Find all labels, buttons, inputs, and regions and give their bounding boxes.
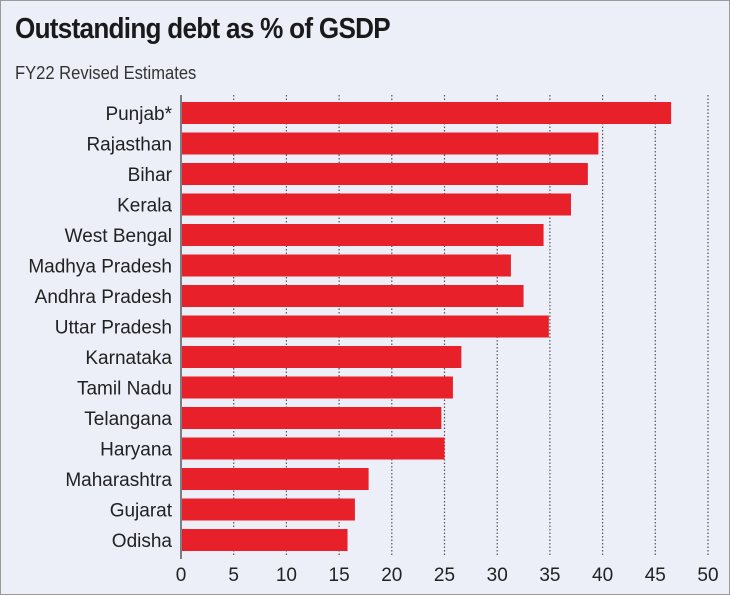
category-label: Odisha <box>112 531 173 552</box>
category-label: Rajasthan <box>86 135 172 156</box>
category-label: Bihar <box>128 165 173 186</box>
bar <box>182 346 462 368</box>
category-label: Tamil Nadu <box>77 379 172 400</box>
category-label: Gujarat <box>110 501 173 522</box>
category-label: Telangana <box>84 409 172 430</box>
bar <box>182 407 442 429</box>
chart-title: Outstanding debt as % of GSDP <box>15 13 391 45</box>
chart-subtitle: FY22 Revised Estimates <box>15 63 197 83</box>
category-label: Maharashtra <box>65 470 172 491</box>
category-label: Andhra Pradesh <box>35 287 172 308</box>
x-tick-label: 35 <box>539 565 560 586</box>
bar <box>182 254 511 277</box>
x-tick-label: 50 <box>697 565 718 586</box>
bar <box>182 285 524 307</box>
bar <box>182 529 348 551</box>
x-tick-label: 30 <box>487 565 508 586</box>
bar <box>182 102 672 124</box>
x-tick-label: 15 <box>329 565 350 586</box>
x-tick-label: 40 <box>592 565 613 586</box>
x-tick-label: 45 <box>645 565 666 586</box>
category-label: West Bengal <box>65 226 172 247</box>
x-tick-label: 0 <box>176 565 187 586</box>
x-tick-label: 25 <box>434 565 455 586</box>
category-label: Kerala <box>117 196 172 217</box>
bar <box>182 163 588 185</box>
bar <box>182 193 571 216</box>
bar <box>182 376 453 399</box>
bar <box>182 315 549 338</box>
category-label: Madhya Pradesh <box>28 257 172 278</box>
bar <box>182 468 369 490</box>
bar <box>182 437 445 460</box>
bar <box>182 224 544 246</box>
category-label: Haryana <box>100 440 172 461</box>
category-label: Karnataka <box>85 348 172 369</box>
x-tick-label: 20 <box>381 565 402 586</box>
x-tick-label: 5 <box>228 565 239 586</box>
category-label: Uttar Pradesh <box>55 318 172 339</box>
bar <box>182 132 599 155</box>
category-label: Punjab* <box>105 104 172 125</box>
bar <box>182 498 355 521</box>
x-tick-label: 10 <box>276 565 297 586</box>
